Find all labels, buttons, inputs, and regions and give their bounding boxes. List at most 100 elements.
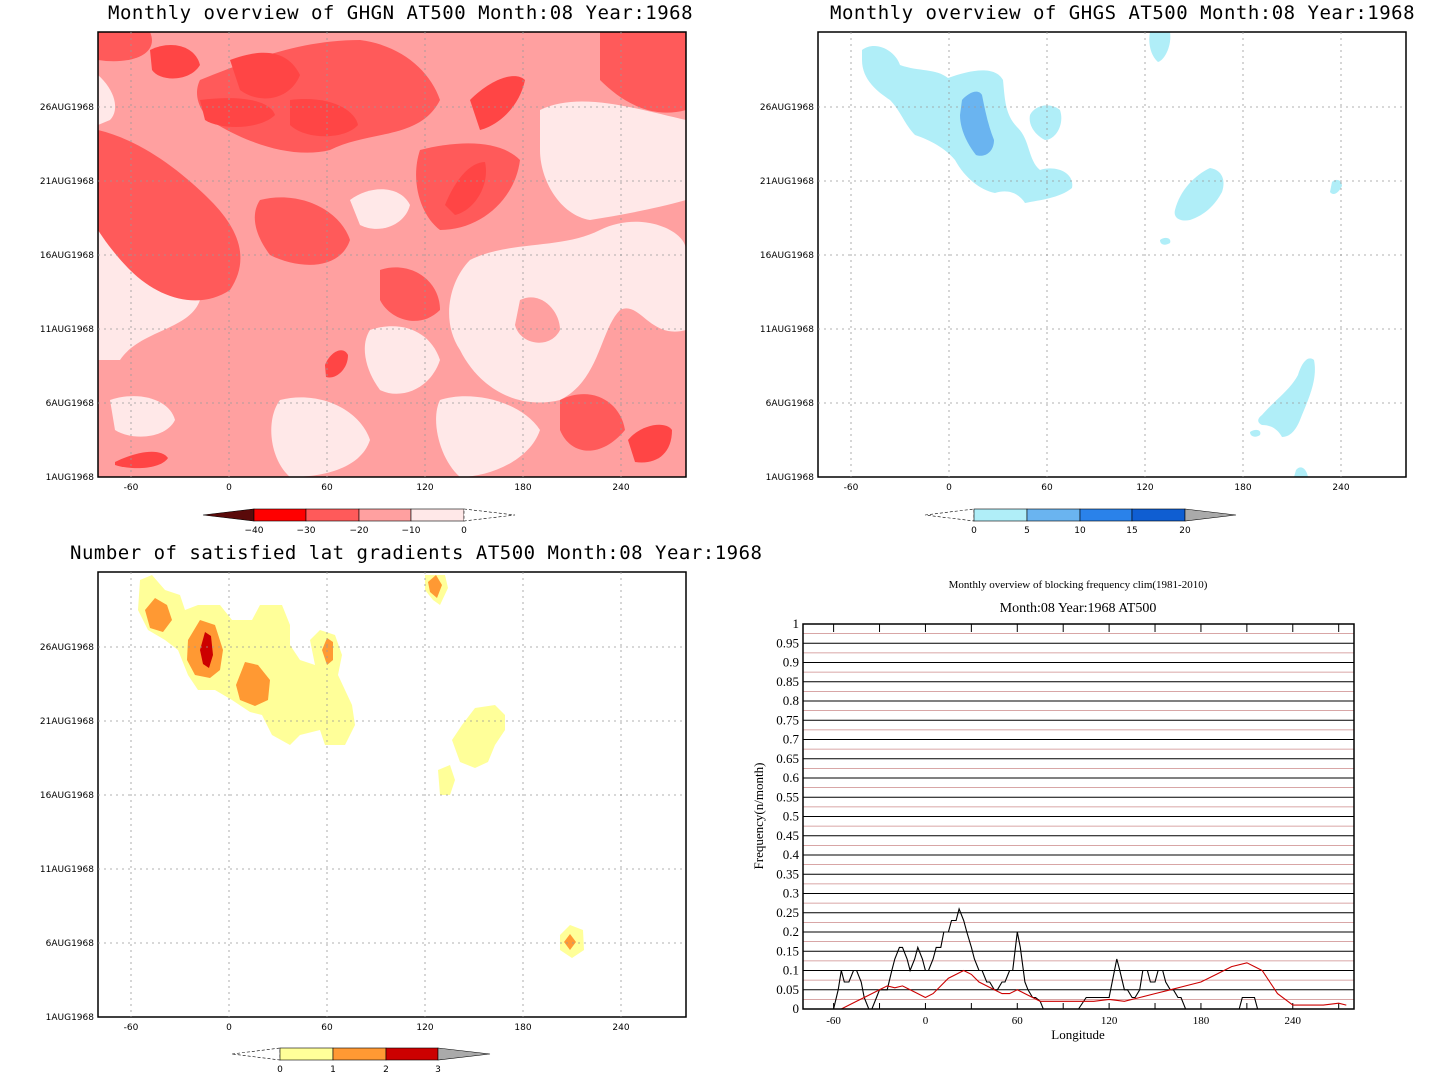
ghgs-contours <box>862 32 1342 477</box>
ghgn-light-region <box>350 189 410 229</box>
y-tick-label: 21AUG1968 <box>40 177 94 187</box>
colorbar-label: 1 <box>330 1065 336 1075</box>
ghgn-plot-frame <box>97 31 687 478</box>
x-tick-label: 0 <box>946 483 952 493</box>
colorbar-swatch <box>358 508 412 522</box>
ghgn-gridlines <box>98 32 686 477</box>
colorbar-swatch <box>202 508 255 522</box>
x-tick-label: 0 <box>226 483 232 493</box>
ghgn-colorbar: −40 −30 −20 −10 0 <box>202 508 516 536</box>
freq-y-tick-label: 0.2 <box>783 924 799 939</box>
lat-mid-region <box>564 934 576 950</box>
ghgn-strong-region <box>115 451 168 469</box>
lat-low-region <box>438 765 455 795</box>
lat-gradient-panel: -60 0 60 120 180 240 1AUG1968 6AUG1968 1… <box>40 571 687 1075</box>
colorbar-swatch <box>332 1047 387 1061</box>
lat-ytick-labels: 1AUG1968 6AUG1968 11AUG1968 16AUG1968 21… <box>40 643 94 1023</box>
colorbar-swatch <box>231 1047 281 1061</box>
colorbar-swatch <box>1184 508 1237 522</box>
freq-x-tick-label: 180 <box>1193 1015 1210 1027</box>
freq-x-tick-label: 240 <box>1285 1015 1302 1027</box>
ghgs-light-region <box>1330 179 1342 194</box>
freq-y-tick-label: 0.95 <box>776 635 799 650</box>
lat-contours <box>138 575 584 958</box>
freq-y-tick-label: 0.4 <box>783 847 800 862</box>
y-tick-label: 6AUG1968 <box>46 939 95 949</box>
freq-y-tick-label: 0.75 <box>776 712 799 727</box>
colorbar-label: −10 <box>402 526 421 536</box>
colorbar-label: 0 <box>971 526 977 536</box>
colorbar-label: 20 <box>1179 526 1191 536</box>
ghgn-strong-region <box>470 76 525 130</box>
ghgs-light-region <box>1250 429 1261 437</box>
y-tick-label: 21AUG1968 <box>40 717 94 727</box>
y-tick-label: 21AUG1968 <box>760 177 814 187</box>
colorbar-swatch <box>973 508 1028 522</box>
colorbar-label: 15 <box>1126 526 1137 536</box>
ghgs-ytick-labels: 1AUG1968 6AUG1968 11AUG1968 16AUG1968 21… <box>760 103 814 483</box>
ghgn-pink-region <box>515 297 560 343</box>
ghgn-strong-region <box>200 98 275 127</box>
freq-y-tick-label: 0.3 <box>783 886 799 901</box>
y-tick-label: 26AUG1968 <box>40 103 94 113</box>
x-tick-label: 120 <box>416 1023 433 1033</box>
ghgn-xtick-labels: -60 0 60 120 180 240 <box>124 483 630 493</box>
freq-x-tick-label: 120 <box>1101 1015 1118 1027</box>
ghgs-mid-region <box>960 91 994 156</box>
x-tick-label: -60 <box>124 483 139 493</box>
ghgs-plot-frame <box>817 31 1407 478</box>
x-tick-label: 120 <box>416 483 433 493</box>
y-tick-label: 6AUG1968 <box>46 399 95 409</box>
ghgn-light-region <box>98 75 116 125</box>
lat-xtick-labels: -60 0 60 120 180 240 <box>124 1023 630 1033</box>
ghgs-panel: -60 0 60 120 180 240 1AUG1968 6AUG1968 1… <box>760 31 1407 536</box>
ghgs-light-region <box>1294 467 1308 477</box>
ghgn-light-region <box>540 101 686 220</box>
ghgn-light-region <box>436 396 540 477</box>
freq-title: Monthly overview of blocking frequency c… <box>949 579 1208 591</box>
lat-gridlines <box>98 572 686 1017</box>
lat-plot-frame <box>97 571 687 1018</box>
lat-mid-region <box>428 575 442 598</box>
freq-x-tick-label: 60 <box>1012 1015 1024 1027</box>
x-tick-label: 240 <box>1332 483 1349 493</box>
freq-series-black-line <box>833 907 1278 1010</box>
y-tick-label: 11AUG1968 <box>40 325 94 335</box>
colorbar-label: −20 <box>350 526 369 536</box>
freq-x-tick-label: 0 <box>923 1015 929 1027</box>
ghgn-strong-region <box>325 350 348 378</box>
ghgn-light-region <box>110 396 175 437</box>
freq-y-tick-label: 0.85 <box>776 674 799 689</box>
freq-y-tick-label: 0.1 <box>783 963 799 978</box>
lat-high-region <box>200 632 213 668</box>
y-tick-label: 1AUG1968 <box>46 1013 95 1023</box>
colorbar-label: −40 <box>245 526 264 536</box>
y-tick-label: 11AUG1968 <box>760 325 814 335</box>
freq-y-tick-label: 0.5 <box>783 809 799 824</box>
freq-y-tick-label: 0.6 <box>783 770 800 785</box>
freq-series-red-line <box>833 962 1347 1010</box>
lat-low-region <box>452 705 505 768</box>
x-tick-label: 60 <box>321 483 333 493</box>
colorbar-swatch <box>253 508 307 522</box>
y-tick-label: 16AUG1968 <box>40 251 94 261</box>
y-tick-label: 11AUG1968 <box>40 865 94 875</box>
x-tick-label: 180 <box>514 1023 531 1033</box>
x-tick-label: -60 <box>844 483 859 493</box>
ghgs-light-region <box>1029 105 1062 140</box>
x-tick-label: 0 <box>226 1023 232 1033</box>
lat-mid-region <box>236 662 270 706</box>
y-tick-label: 6AUG1968 <box>766 399 815 409</box>
colorbar-swatch <box>437 1047 491 1061</box>
colorbar-swatch <box>305 508 360 522</box>
ghgn-strong-region <box>628 424 672 463</box>
freq-y-tick-labels: 0 0.05 0.1 0.15 0.2 0.25 0.3 0.35 0.4 0.45 0.5 0.55… <box>776 616 799 1016</box>
freq-y-tick-label: 0.35 <box>776 866 799 881</box>
ghgs-title: Monthly overview of GHGS AT500 Month:08 … <box>830 2 1416 24</box>
colorbar-label: 0 <box>277 1065 283 1075</box>
frequency-panel: Monthly overview of blocking frequency c… <box>751 579 1355 1042</box>
ghgs-colorbar: 0 5 10 15 20 <box>924 508 1237 536</box>
freq-top-tick-marks <box>833 624 1340 1009</box>
ghgn-light-region <box>364 326 440 394</box>
